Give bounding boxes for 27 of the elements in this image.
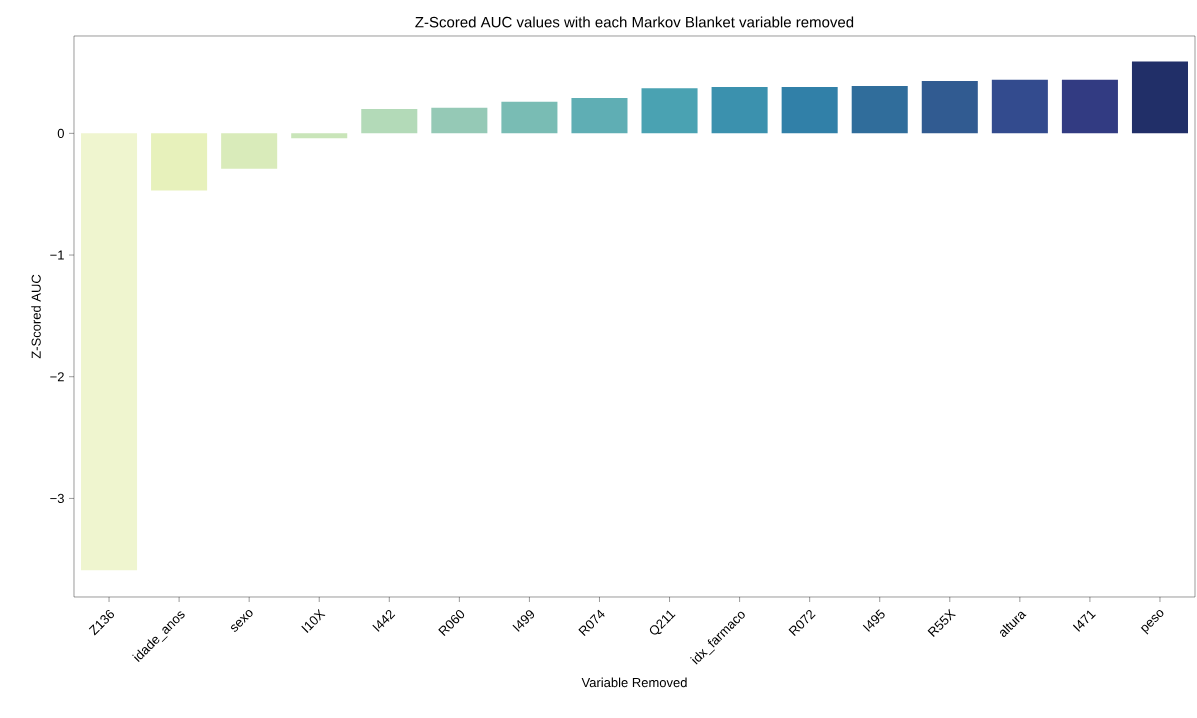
bar [781, 87, 838, 134]
y-tick-label: 0 [57, 128, 64, 138]
x-tick-label: I471 [1072, 610, 1096, 632]
bar [991, 79, 1048, 134]
bar [851, 85, 908, 134]
bar [1061, 79, 1118, 134]
x-tick-label: I442 [372, 609, 396, 632]
bar [431, 107, 488, 134]
x-axis-title: Variable Removed [581, 677, 687, 688]
x-tick-label: sexo [231, 609, 253, 632]
y-tick-label: −1 [50, 250, 64, 260]
chart-title: Z-Scored AUC values with each Markov Blanket variable removed [415, 16, 854, 28]
bar [501, 101, 558, 134]
bar [641, 88, 698, 134]
y-tick-label: −3 [50, 493, 64, 504]
y-tick-label: −2 [50, 372, 64, 382]
y-axis-title: Z-Scored AUC [31, 274, 41, 359]
bar [151, 133, 208, 191]
bar [361, 109, 418, 134]
bar [571, 98, 628, 134]
bar [921, 81, 978, 134]
bar [711, 87, 768, 134]
bar [1131, 61, 1188, 134]
bar [81, 133, 138, 571]
x-tick-label: I499 [512, 610, 535, 632]
bar [221, 133, 278, 169]
bar [291, 133, 348, 139]
